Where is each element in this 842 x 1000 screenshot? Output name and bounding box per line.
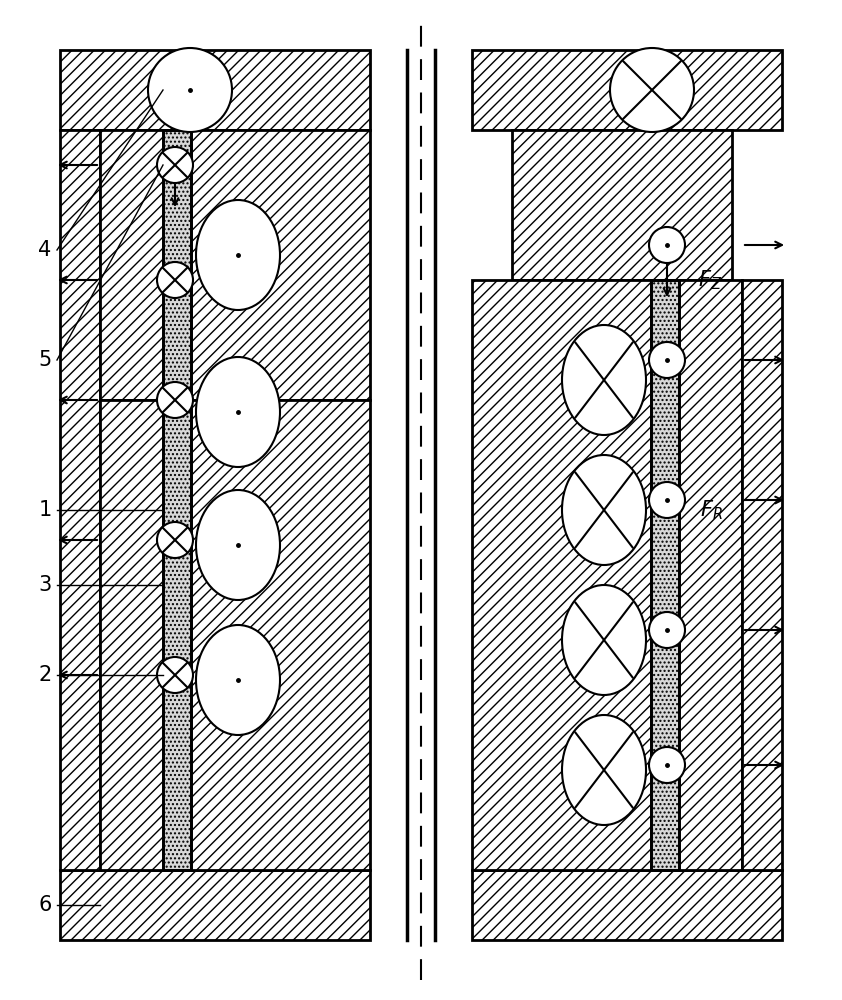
Bar: [472, 870, 782, 940]
Circle shape: [649, 227, 685, 263]
Ellipse shape: [562, 325, 646, 435]
Bar: [163, 130, 191, 870]
Bar: [651, 280, 679, 870]
Bar: [512, 130, 732, 280]
Bar: [163, 130, 191, 870]
Text: $F_R$: $F_R$: [700, 498, 722, 522]
Ellipse shape: [196, 625, 280, 735]
Ellipse shape: [562, 715, 646, 825]
Ellipse shape: [562, 585, 646, 695]
Text: 2: 2: [39, 665, 51, 685]
Circle shape: [649, 342, 685, 378]
Bar: [100, 400, 370, 870]
Circle shape: [157, 262, 193, 298]
Bar: [651, 280, 679, 870]
Text: 6: 6: [39, 895, 51, 915]
Ellipse shape: [196, 357, 280, 467]
Text: 1: 1: [39, 500, 51, 520]
Bar: [472, 280, 742, 870]
Ellipse shape: [562, 455, 646, 565]
Circle shape: [157, 657, 193, 693]
Circle shape: [649, 612, 685, 648]
Bar: [60, 50, 370, 130]
Circle shape: [157, 522, 193, 558]
Circle shape: [157, 147, 193, 183]
Bar: [60, 130, 100, 870]
Ellipse shape: [196, 200, 280, 310]
Text: 5: 5: [39, 350, 51, 370]
Text: 4: 4: [39, 240, 51, 260]
Bar: [60, 870, 370, 940]
Text: 3: 3: [39, 575, 51, 595]
Text: $F_Z$: $F_Z$: [698, 268, 722, 292]
Circle shape: [157, 382, 193, 418]
Bar: [472, 50, 782, 130]
Bar: [100, 130, 370, 400]
Bar: [742, 280, 782, 870]
Circle shape: [649, 747, 685, 783]
Circle shape: [649, 482, 685, 518]
Ellipse shape: [196, 490, 280, 600]
Ellipse shape: [148, 48, 232, 132]
Ellipse shape: [610, 48, 694, 132]
